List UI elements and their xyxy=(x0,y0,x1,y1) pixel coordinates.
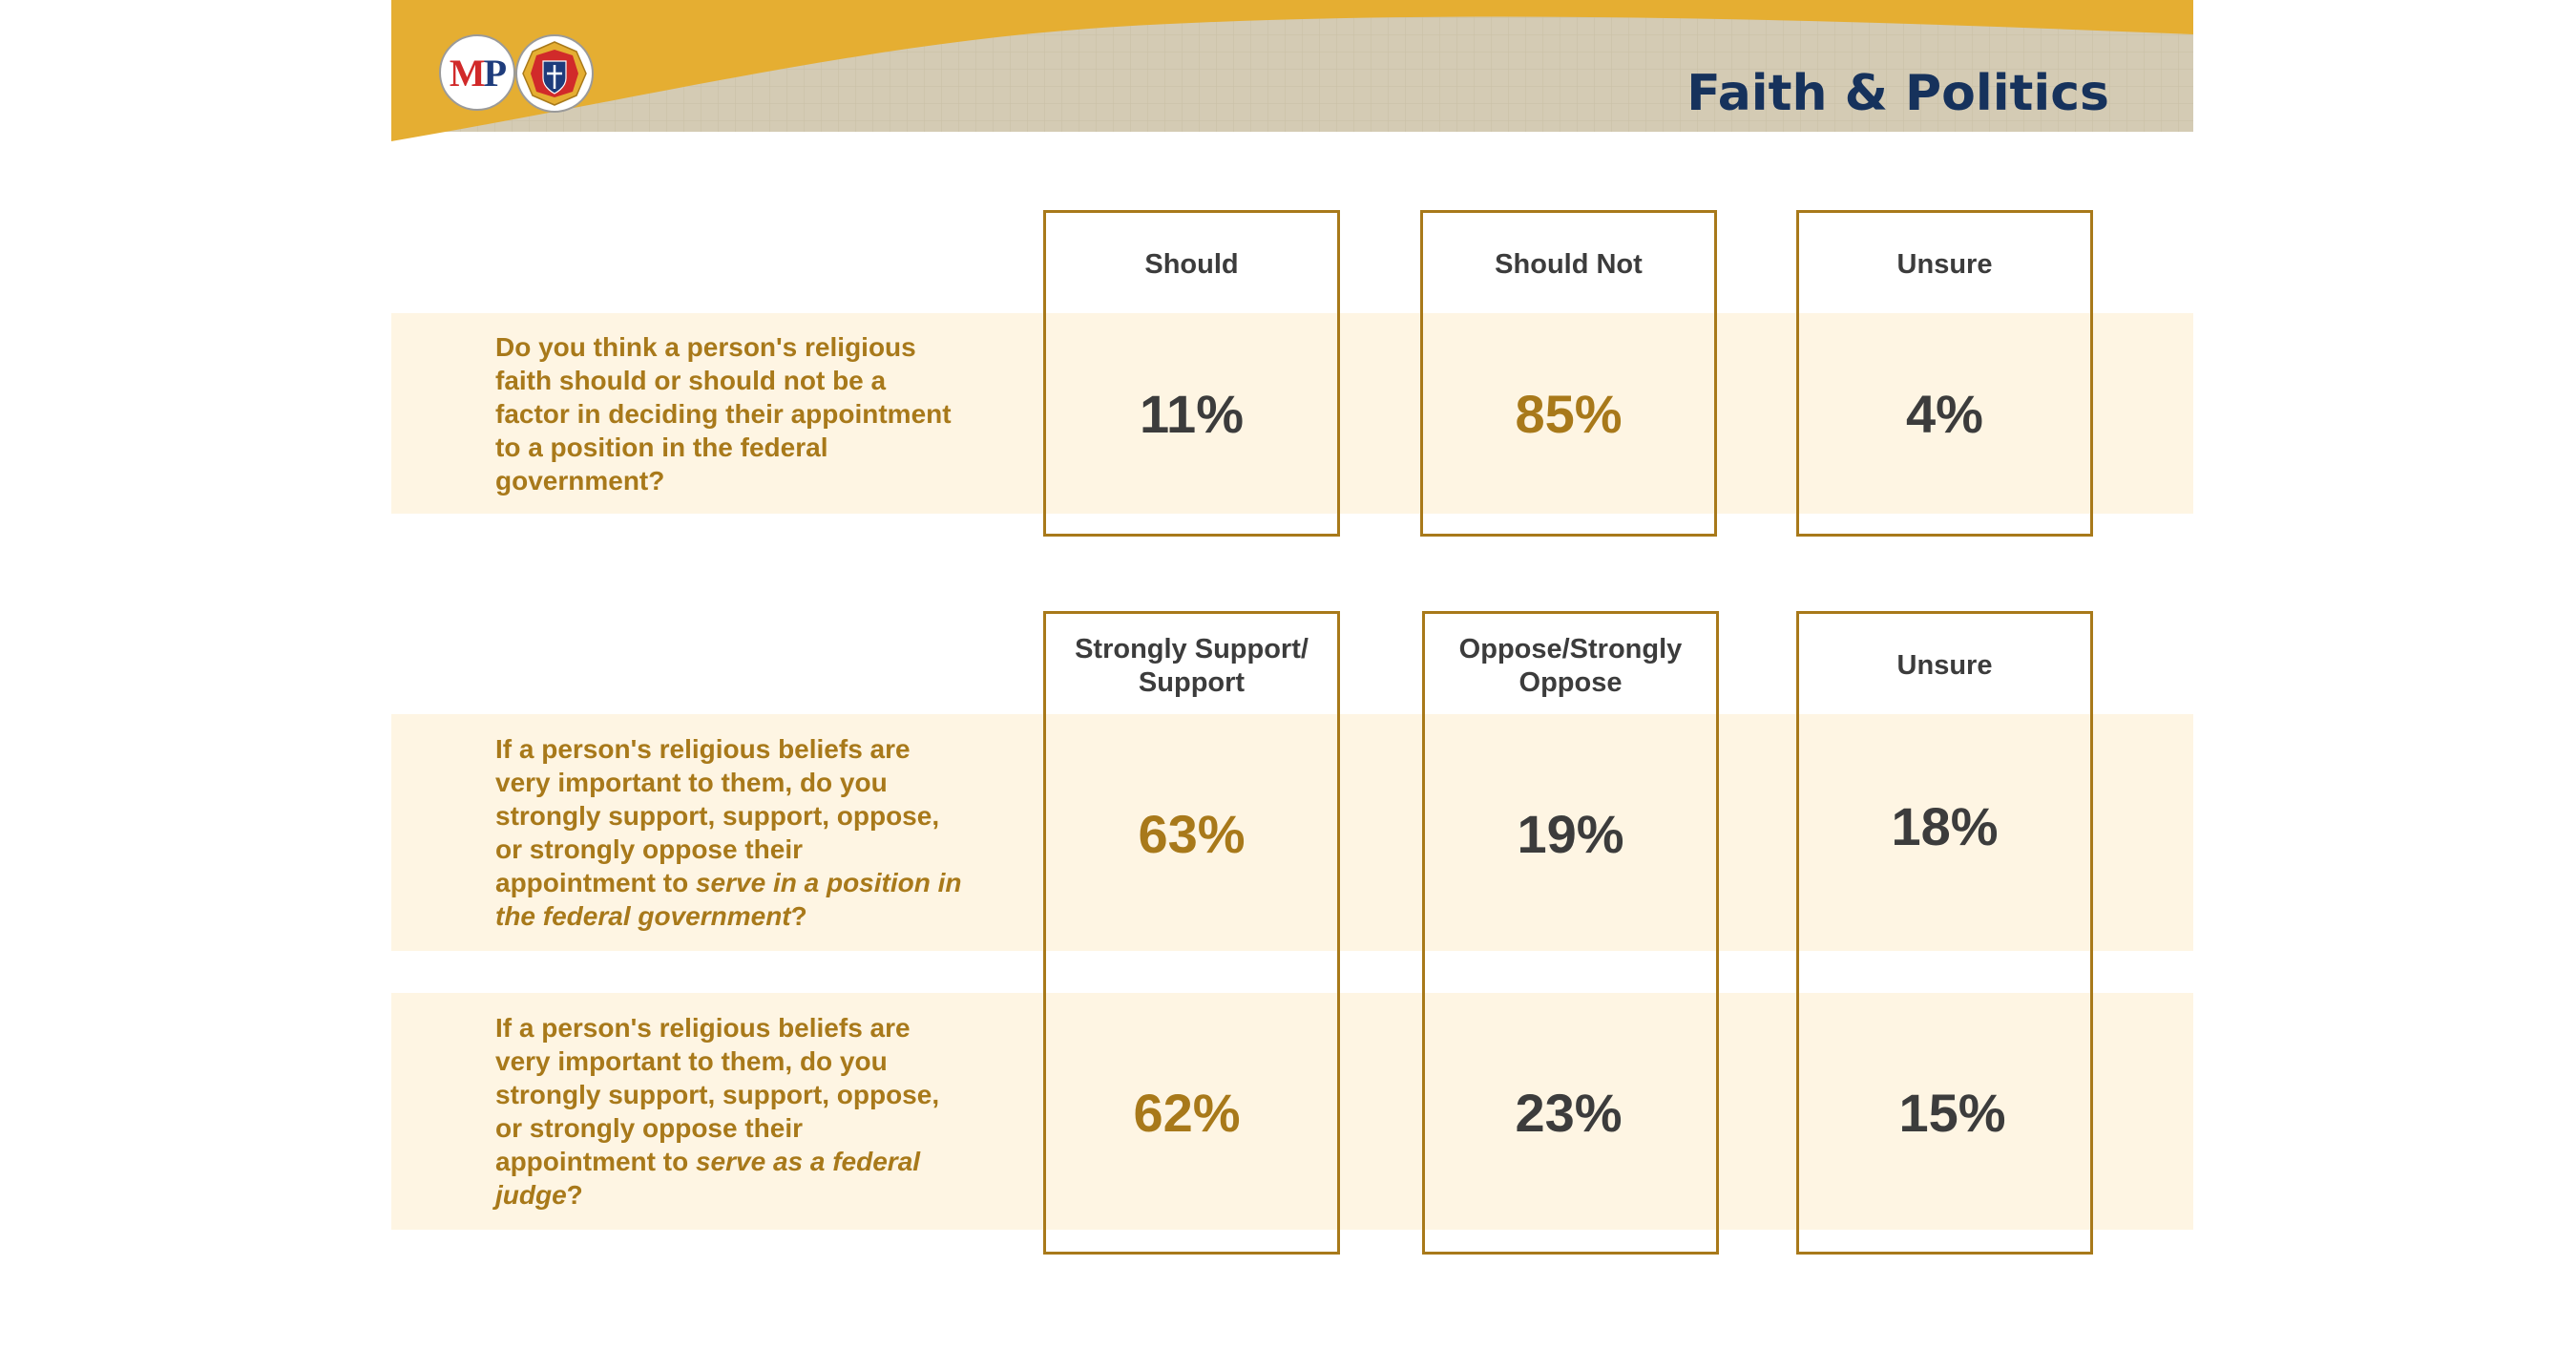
question-text: If a person's religious beliefs are very… xyxy=(495,732,963,933)
question-segment: If a person's religious beliefs are very… xyxy=(495,734,940,897)
value-label: 63% xyxy=(1138,804,1246,864)
column-header-should: Should xyxy=(1144,249,1239,280)
question-emphasis: serve as a federal judge xyxy=(495,1147,921,1210)
row-band-1 xyxy=(391,313,2193,514)
value-label: 23% xyxy=(1515,1083,1623,1143)
question-segment: If a person's religious beliefs are very… xyxy=(495,1013,940,1176)
column-header-should-not: Should Not xyxy=(1495,249,1643,280)
value-label: 18% xyxy=(1891,796,1999,856)
header-banner xyxy=(391,0,2193,141)
question-emphasis: serve in a position in the federal gover… xyxy=(495,868,962,931)
value-label: 85% xyxy=(1515,384,1623,444)
column-header-oppose: Oppose/Strongly Oppose xyxy=(1458,633,1683,698)
column-box xyxy=(1796,210,2093,537)
column-box xyxy=(1422,611,1719,1255)
row-band-2 xyxy=(391,714,2193,951)
column-box xyxy=(1420,210,1717,537)
value-label: 15% xyxy=(1898,1083,2006,1143)
column-box xyxy=(1796,611,2093,1255)
row-band-3 xyxy=(391,993,2193,1230)
column-header-unsure: Unsure xyxy=(1896,249,1993,280)
knights-of-columbus-emblem-icon xyxy=(515,34,594,113)
value-label: 4% xyxy=(1906,384,1983,444)
value-label: 62% xyxy=(1133,1083,1241,1143)
value-label: 11% xyxy=(1140,384,1244,444)
value-label: 19% xyxy=(1517,804,1624,864)
question-text: If a person's religious beliefs are very… xyxy=(495,1011,963,1212)
question-segment: ? xyxy=(790,901,807,931)
column-box xyxy=(1043,210,1340,537)
page-title: Faith & Politics xyxy=(1686,65,2109,122)
question-text: Do you think a person's religious faith … xyxy=(495,330,963,497)
column-header-unsure-2: Unsure xyxy=(1896,650,1993,681)
column-box xyxy=(1043,611,1340,1255)
column-header-support: Strongly Support/ Support xyxy=(1075,633,1309,698)
question-segment: ? xyxy=(566,1180,583,1210)
question-segment: Do you think a person's religious faith … xyxy=(495,332,952,496)
